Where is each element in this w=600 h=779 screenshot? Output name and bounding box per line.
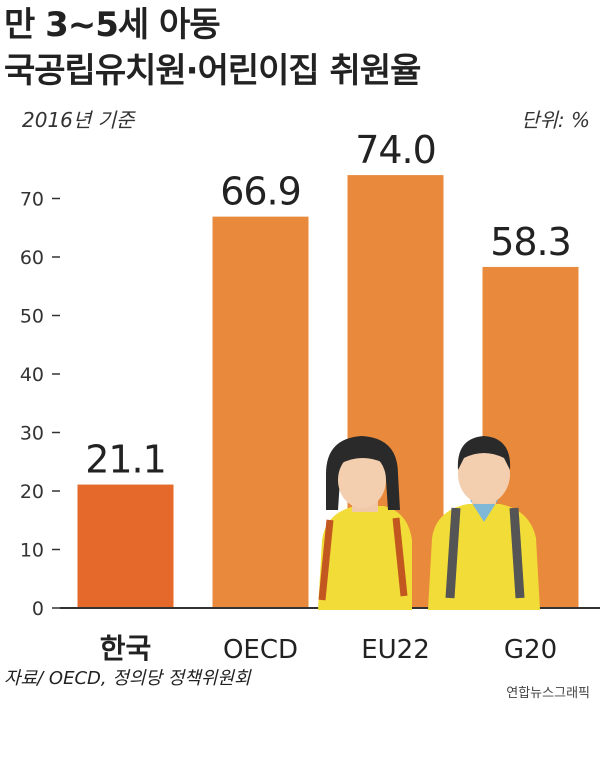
girl-figure-icon [318,436,412,610]
value-label: 21.1 [85,438,166,482]
bar-한국 [77,484,174,608]
y-tick-label: 60 [20,247,44,269]
title-line-1: 만 3~5세 아동 [4,5,221,45]
value-label: 74.0 [355,128,436,172]
y-tick-label: 20 [20,481,44,503]
y-tick-label: 70 [20,189,44,211]
chart-title: 만 3~5세 아동 국공립유치원·어린이집 취원율 [4,2,421,94]
y-tick-label: 50 [20,306,44,328]
y-tick-label: 30 [20,423,44,445]
category-label: OECD [223,635,298,665]
y-tick-label: 40 [20,364,44,386]
title-line-2: 국공립유치원·어린이집 취원율 [4,51,421,91]
chart-subtitle: 2016년 기준 [22,108,135,132]
y-axis-ticks: 0 10 20 30 40 50 60 70 [20,189,60,620]
category-label: EU22 [361,635,430,665]
unit-label: 단위: % [521,108,590,132]
category-label: G20 [504,635,557,665]
credit-note: 연합뉴스그래픽 [506,686,590,701]
y-tick-label: 0 [32,598,44,620]
bars [77,175,579,608]
value-label: 58.3 [490,220,571,264]
category-labels: 한국 OECD EU22 G20 [100,632,557,665]
bar-OECD [212,216,309,608]
source-note: 자료/ OECD, 정의당 정책위원회 [4,668,251,689]
category-label: 한국 [100,632,152,665]
children-illustration [318,436,540,610]
boy-figure-icon [428,436,540,610]
y-tick-label: 10 [20,540,44,562]
value-label: 66.9 [220,170,301,214]
value-labels: 21.1 66.9 74.0 58.3 [85,128,572,482]
